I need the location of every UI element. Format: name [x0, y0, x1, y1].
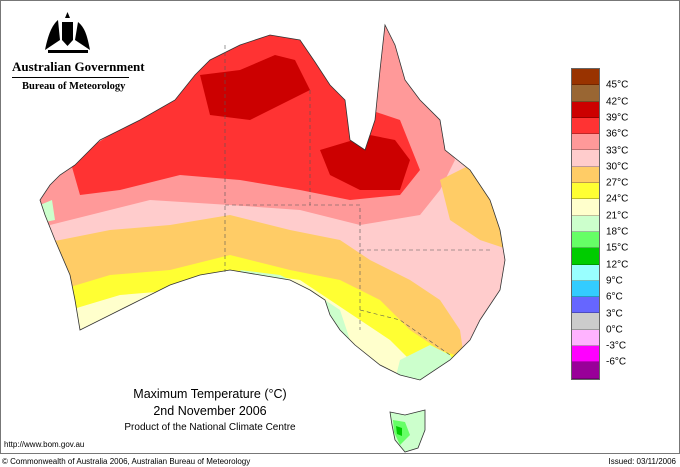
legend-swatch: [572, 297, 599, 314]
zone-39-42-east: [320, 135, 410, 190]
legend-swatch: [572, 231, 599, 249]
legend-swatch: [572, 85, 599, 102]
legend-swatch: [572, 264, 599, 281]
agency-name: Bureau of Meteorology: [22, 81, 126, 92]
website-link[interactable]: http://www.bom.gov.au: [4, 440, 85, 449]
legend-swatch: [572, 166, 599, 184]
coat-of-arms-logo: [45, 12, 90, 53]
zone-39-42-west: [200, 55, 310, 120]
legend-label: 18°C: [606, 226, 629, 238]
legend-swatch: [572, 313, 599, 330]
legend-swatch: [572, 134, 599, 151]
legend-label: 12°C: [606, 259, 629, 271]
legend-swatch: [572, 199, 599, 216]
map-product: Product of the National Climate Centre: [124, 422, 296, 433]
government-name: Australian Government: [12, 59, 145, 74]
legend-label: 24°C: [606, 193, 629, 205]
legend-label: 27°C: [606, 177, 629, 189]
legend-label: 0°C: [606, 324, 623, 336]
legend-label: 9°C: [606, 275, 623, 287]
legend-label: 3°C: [606, 308, 623, 319]
legend-swatch: [572, 362, 599, 379]
legend-label: 42°C: [606, 96, 629, 108]
map-title: Maximum Temperature (°C): [133, 387, 287, 401]
legend-swatch: [572, 248, 599, 265]
legend-label: 45°C: [606, 79, 629, 91]
legend-label: 39°C: [606, 112, 629, 124]
legend-label: 15°C: [606, 242, 629, 254]
legend-swatch: [572, 280, 599, 298]
tasmania: [389, 409, 426, 453]
copyright-text: © Commonwealth of Australia 2006, Austra…: [2, 457, 251, 466]
legend-label: 30°C: [606, 161, 629, 173]
legend-swatch: [572, 215, 599, 232]
legend-swatch: [572, 101, 599, 118]
legend-swatch: [572, 346, 599, 363]
temperature-legend: [571, 68, 600, 380]
legend-label: 6°C: [606, 291, 623, 303]
legend-swatch: [572, 150, 599, 167]
legend-swatch: [572, 117, 599, 135]
legend-label: 36°C: [606, 128, 629, 140]
legend-label: -6°C: [606, 356, 627, 368]
legend-label: -3°C: [606, 340, 627, 352]
logo-divider: [12, 77, 129, 78]
legend-swatch: [572, 329, 599, 347]
legend-swatch: [572, 183, 599, 200]
state-border-qld: [309, 90, 490, 251]
legend-label: 33°C: [606, 145, 629, 156]
legend-label: 21°C: [606, 210, 629, 222]
issued-date: Issued: 03/11/2006: [608, 457, 676, 466]
legend-swatch: [572, 69, 599, 86]
map-date: 2nd November 2006: [153, 404, 267, 418]
